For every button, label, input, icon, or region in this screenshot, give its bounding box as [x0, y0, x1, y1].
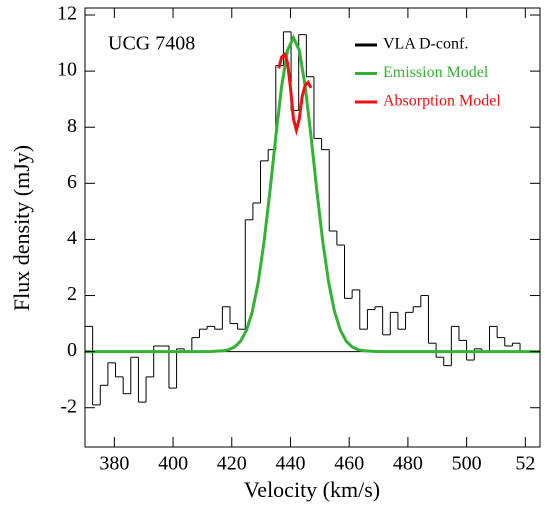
x-tick-label: 480 [393, 453, 423, 475]
plot-frame [84, 7, 541, 448]
x-tick-label: 380 [99, 453, 129, 475]
y-axis-label: Flux density (mJy) [9, 145, 34, 311]
y-tick-label: 4 [67, 227, 77, 249]
model-line [85, 33, 540, 354]
x-axis-label: Velocity (km/s) [244, 477, 380, 502]
y-tick-label: 2 [67, 283, 77, 305]
y-tick-label: 8 [67, 115, 77, 137]
model-line [277, 51, 313, 136]
x-tick-label: 420 [217, 453, 247, 475]
legend-label: Emission Model [383, 64, 489, 81]
y-tick-label: 0 [67, 339, 77, 361]
y-tick-label: 12 [57, 3, 77, 25]
legend-label: Absorption Model [383, 93, 501, 110]
y-tick-label: 10 [57, 59, 77, 81]
annotation: UCG 7408 [108, 33, 195, 55]
x-tick-label: 460 [334, 453, 364, 475]
x-tick-label: 440 [275, 453, 305, 475]
y-tick-label: -2 [60, 395, 77, 417]
x-tick-label: 500 [452, 453, 482, 475]
x-tick-label: 400 [158, 453, 188, 475]
plot-area [85, 31, 540, 406]
y-tick-label: 6 [67, 171, 77, 193]
x-tick-label: 52 [515, 453, 535, 475]
legend-label: VLA D-conf. [383, 36, 468, 53]
